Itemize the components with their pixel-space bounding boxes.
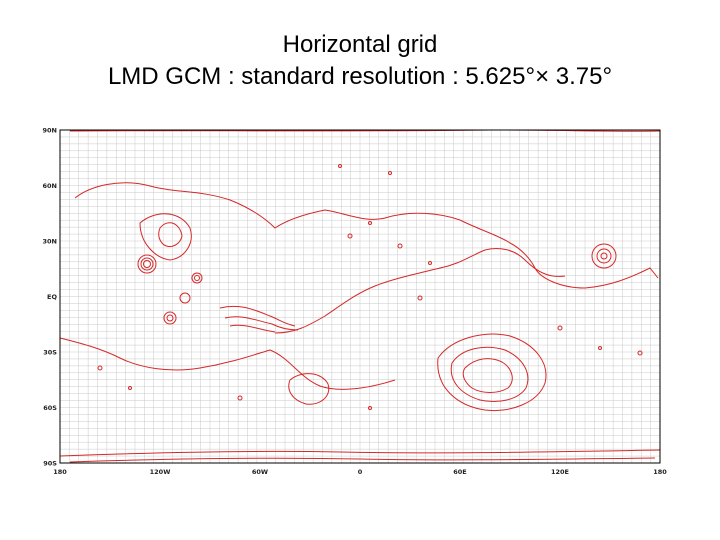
contour-blob xyxy=(397,243,403,249)
lat-label: 60S xyxy=(43,404,57,412)
latitude-labels: 90N 60N 30N EQ 30S 60S 90S xyxy=(43,127,58,468)
contour-blob xyxy=(128,386,132,390)
elysium-ring-2 xyxy=(596,248,612,264)
lon-label: 120E xyxy=(551,468,569,476)
contour-blob xyxy=(417,295,423,301)
ascraeus-ring-1 xyxy=(191,272,203,284)
lat-label: 60N xyxy=(43,182,58,190)
lat-label: 30S xyxy=(43,349,57,357)
arsia-ring-2 xyxy=(166,314,174,322)
mars-topography-map: 90N 60N 30N EQ 30S 60S 90S 180 120W 60W 0 60E 120E 1… xyxy=(40,118,680,488)
lon-label: 60W xyxy=(252,468,268,476)
elysium-ring-1 xyxy=(591,243,617,269)
lon-label: 60E xyxy=(453,468,467,476)
lon-label: 120W xyxy=(150,468,171,476)
ascraeus-ring-2 xyxy=(194,275,200,281)
contour-blob xyxy=(347,233,353,239)
contour-blob xyxy=(338,164,342,168)
contour-north-polar xyxy=(69,129,661,132)
contour-blob xyxy=(598,346,602,350)
contour-south-polar-1 xyxy=(59,449,661,457)
lon-label: 180 xyxy=(653,468,667,476)
longitude-labels: 180 120W 60W 0 60E 120E 180 xyxy=(53,468,667,476)
contour-blob xyxy=(97,365,103,371)
contour-south-polar-2 xyxy=(69,457,656,463)
lat-label: 30N xyxy=(43,238,58,246)
contour-valles-2 xyxy=(224,316,299,331)
contour-hellas-mid xyxy=(450,346,529,402)
arsia-ring-1 xyxy=(163,311,177,325)
map-frame xyxy=(59,129,661,464)
contour-argyre xyxy=(288,373,330,405)
contour-blob xyxy=(368,406,372,410)
slide-title: Horizontal grid xyxy=(282,31,438,58)
slide-subtitle: LMD GCM : standard resolution : 5.625°× … xyxy=(107,63,613,90)
olympus-mons-ring-2 xyxy=(140,257,154,271)
lat-label: 90N xyxy=(43,127,58,135)
contour-valles-3 xyxy=(229,324,276,333)
contour-valles-1 xyxy=(219,305,296,327)
contour-southern-highlands xyxy=(59,337,396,390)
lon-label: 0 xyxy=(358,468,363,476)
contour-tharsis-outer xyxy=(74,182,659,289)
lon-label: 180 xyxy=(53,468,67,476)
olympus-mons-ring-3 xyxy=(143,260,151,268)
topography-contours xyxy=(59,129,661,463)
contour-dichotomy xyxy=(274,247,566,334)
contour-hellas-outer xyxy=(437,333,547,412)
elysium-ring-3 xyxy=(600,252,608,260)
contour-blob xyxy=(368,221,372,225)
model-grid-lines xyxy=(60,130,660,463)
contour-tharsis-1 xyxy=(139,213,192,261)
contour-hellas-inner xyxy=(462,358,513,393)
contour-blob xyxy=(557,325,563,331)
contour-blob xyxy=(637,350,643,356)
olympus-mons-ring-1 xyxy=(137,254,157,274)
pavonis-ring-1 xyxy=(179,292,191,304)
lat-label: 90S xyxy=(43,460,57,468)
contour-blob xyxy=(237,395,243,401)
contour-blob xyxy=(428,261,432,265)
contour-blob xyxy=(388,171,392,175)
contour-tharsis-2 xyxy=(158,222,183,247)
lat-label: EQ xyxy=(47,293,57,301)
